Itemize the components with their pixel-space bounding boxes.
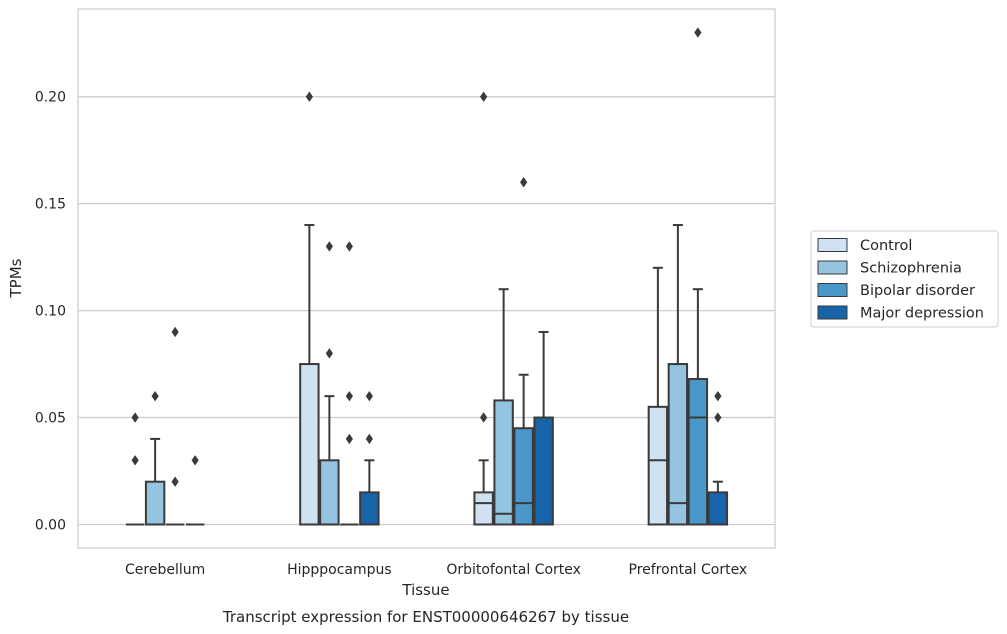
outlier-point xyxy=(345,433,353,445)
box-iqr xyxy=(319,459,340,526)
box-iqr xyxy=(687,378,709,526)
box-group xyxy=(647,266,669,526)
box-iqr xyxy=(533,416,554,526)
legend-label: Control xyxy=(860,238,912,254)
legend-swatch xyxy=(817,283,848,297)
legend-label: Bipolar disorder xyxy=(860,283,975,299)
legend-swatch xyxy=(817,238,848,252)
box-iqr xyxy=(707,491,729,526)
outlier-point xyxy=(480,91,488,102)
y-tick-label: 0.10 xyxy=(35,304,66,320)
legend-label: Major depression xyxy=(860,306,984,322)
outlier-point xyxy=(714,412,722,423)
x-tick-label: Orbitofontal Cortex xyxy=(446,562,581,578)
box-group xyxy=(707,390,729,526)
box-group xyxy=(299,91,320,526)
box-iqr xyxy=(513,427,534,526)
legend-entries: Control Schizophrenia Bipolar disorder Majo… xyxy=(817,238,984,322)
outlier-point xyxy=(694,27,702,38)
legend-label: Schizophrenia xyxy=(860,261,962,277)
x-tick-label: Cerebellum xyxy=(125,562,205,578)
box-iqr xyxy=(667,363,689,526)
box-group xyxy=(165,326,185,526)
plot-area-frame xyxy=(77,8,776,549)
box-group xyxy=(125,412,145,526)
box-group xyxy=(359,390,380,526)
chart-title: Transcript expression for ENST0000064626… xyxy=(222,608,629,626)
box-group xyxy=(144,390,166,526)
outlier-point xyxy=(131,455,139,466)
legend-swatch xyxy=(817,260,848,275)
outlier-point xyxy=(171,326,179,338)
outlier-point xyxy=(480,412,488,423)
outlier-point xyxy=(171,476,179,487)
box-group xyxy=(513,177,534,526)
box-iqr xyxy=(493,399,514,526)
legend-frame xyxy=(810,230,999,328)
y-tick-label: 0.00 xyxy=(35,517,66,533)
outlier-point xyxy=(325,348,333,359)
box-iqr xyxy=(473,491,494,526)
x-axis-label: Tissue xyxy=(401,581,449,599)
box-group xyxy=(340,241,359,526)
y-axis-label: TPMs xyxy=(7,258,25,298)
box-group xyxy=(667,224,689,526)
outlier-point xyxy=(131,412,139,423)
outlier-point xyxy=(191,455,199,466)
outlier-point xyxy=(305,91,313,102)
outlier-point xyxy=(325,241,333,252)
outlier-point xyxy=(714,390,722,402)
y-tick-label: 0.05 xyxy=(35,411,66,427)
box-iqr xyxy=(359,491,380,526)
x-tick-labels: Cerebellum Hipppocampus Orbitofontal Corte… xyxy=(125,562,747,578)
box-group xyxy=(473,91,494,526)
box-group xyxy=(319,241,340,526)
outlier-point xyxy=(520,177,528,188)
box-group xyxy=(493,288,514,526)
outlier-point xyxy=(151,390,159,402)
box-group xyxy=(185,455,205,526)
outlier-point xyxy=(365,390,373,402)
box-group xyxy=(533,330,554,526)
x-tick-label: Hipppocampus xyxy=(287,562,392,578)
legend: Control Schizophrenia Bipolar disorder Majo… xyxy=(810,230,999,328)
outlier-point xyxy=(345,241,353,252)
x-tick-label: Prefrontal Cortex xyxy=(629,562,748,578)
outlier-point xyxy=(365,433,373,445)
outlier-point xyxy=(345,390,353,402)
box-marks xyxy=(125,27,729,526)
legend-swatch xyxy=(817,305,848,320)
box-iqr xyxy=(647,405,669,526)
y-tick-label: 0.20 xyxy=(35,90,66,106)
box-iqr xyxy=(144,480,166,526)
box-group xyxy=(687,27,709,526)
y-tick-label: 0.15 xyxy=(35,197,66,213)
y-tick-labels: 0.00 0.05 0.10 0.15 0.20 xyxy=(35,90,66,534)
box-iqr xyxy=(299,363,320,526)
